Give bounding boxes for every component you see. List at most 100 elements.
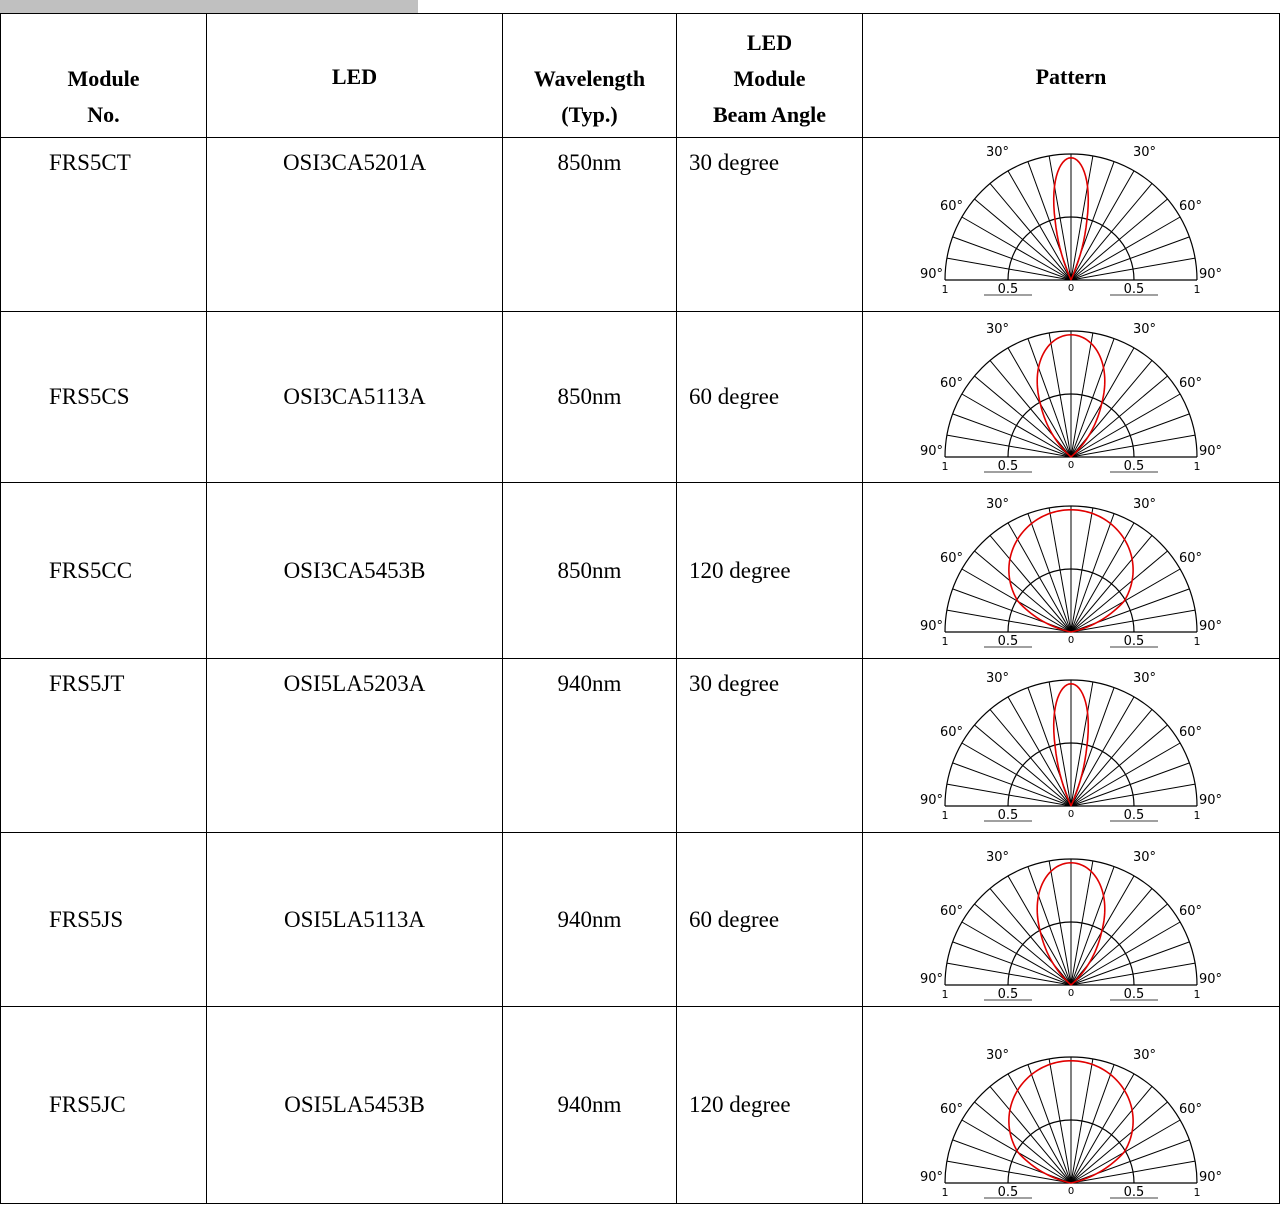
led-cell: OSI3CA5453B: [206, 482, 503, 659]
angle-label-90-left: 90°: [920, 444, 943, 459]
radial-spoke: [1070, 921, 1181, 986]
header-led: LED: [206, 13, 503, 138]
angle-label-30-left: 30°: [986, 1048, 1009, 1063]
radial-spoke: [1070, 522, 1135, 633]
radius-label-0: 0: [1068, 988, 1074, 999]
radius-label-1-left: 1: [942, 283, 949, 296]
radial-spoke: [1070, 198, 1168, 281]
radial-spoke: [989, 1086, 1072, 1184]
radial-spoke: [1048, 860, 1072, 986]
table-row: FRS5JS OSI5LA5113A 940nm 60 degree 30° 30…: [0, 832, 1280, 1007]
header-beam-angle: LED Module Beam Angle: [676, 13, 863, 138]
polar-pattern-diagram: 30° 30°60° 60°90° 90°1 0.5 0 0.5 1: [920, 322, 1222, 474]
wavelength-cell: 850nm: [502, 137, 677, 312]
led-cell: OSI3CA5113A: [206, 311, 503, 483]
angle-label-60-right: 60°: [1179, 725, 1202, 740]
radial-spoke: [989, 183, 1072, 281]
radius-label-0: 0: [1068, 635, 1074, 646]
polar-pattern-diagram: 30° 30°60° 60°90° 90°1 0.5 0 0.5 1: [920, 671, 1222, 823]
beam-angle-cell: 120 degree: [676, 1006, 863, 1204]
radial-spoke: [961, 742, 1072, 807]
radial-spoke: [1070, 236, 1190, 281]
angle-label-30-left: 30°: [986, 145, 1009, 160]
radial-spoke: [1070, 941, 1190, 986]
radius-label-05-left: 0.5: [998, 987, 1019, 1002]
angle-label-60-right: 60°: [1179, 199, 1202, 214]
polar-pattern-diagram: 30° 30°60° 60°90° 90°1 0.5 0 0.5 1: [920, 145, 1222, 297]
angle-label-60-left: 60°: [940, 376, 963, 391]
radial-spoke: [974, 198, 1072, 281]
radial-spoke: [1007, 170, 1072, 281]
angle-label-30-right: 30°: [1133, 850, 1156, 865]
radial-spoke: [946, 257, 1072, 281]
radial-spoke: [974, 724, 1072, 807]
angle-label-30-left: 30°: [986, 497, 1009, 512]
radial-spoke: [961, 921, 1072, 986]
radial-spoke: [1070, 1160, 1196, 1184]
radial-spoke: [946, 609, 1072, 633]
radial-spoke: [1007, 522, 1072, 633]
pattern-cell: 30° 30° 60° 60° 90° 90° 1 0.5 0 0.5 1: [862, 658, 1280, 833]
radial-spoke: [1070, 681, 1094, 807]
radial-spoke: [974, 903, 1072, 986]
radial-spoke: [1070, 783, 1196, 807]
radial-spoke: [989, 709, 1072, 807]
angle-label-90-left: 90°: [920, 619, 943, 634]
radius-label-1-left: 1: [942, 460, 949, 473]
angle-label-90-right: 90°: [1199, 619, 1222, 634]
angle-label-90-left: 90°: [920, 267, 943, 282]
polar-pattern-diagram: 30° 30°60° 60°90° 90°1 0.5 0 0.5 1: [920, 850, 1222, 1002]
radius-label-05-right: 0.5: [1124, 987, 1145, 1002]
radial-spoke: [946, 434, 1072, 458]
radial-spoke: [1027, 866, 1072, 986]
led-cell: OSI5LA5203A: [206, 658, 503, 833]
header-module: Module No.: [0, 13, 207, 138]
header-wavelength: Wavelength (Typ.): [502, 13, 677, 138]
radial-spoke: [1070, 375, 1168, 458]
angle-label-60-left: 60°: [940, 904, 963, 919]
pattern-cell: 30° 30° 60° 60° 90° 90° 1 0.5 0 0.5 1: [862, 482, 1280, 659]
angle-label-60-left: 60°: [940, 199, 963, 214]
polar-pattern-diagram: 30° 30°60° 60°90° 90°1 0.5 0 0.5 1: [920, 1048, 1222, 1200]
radial-spoke: [946, 783, 1072, 807]
radial-spoke: [946, 1160, 1072, 1184]
radial-spoke: [961, 216, 1072, 281]
radiation-pattern-curve: [1036, 861, 1106, 986]
wavelength-cell: 940nm: [502, 1006, 677, 1204]
radial-spoke: [1070, 434, 1196, 458]
radial-spoke: [1070, 1064, 1115, 1184]
radial-spoke: [1070, 709, 1153, 807]
radial-spoke: [952, 941, 1072, 986]
radial-spoke: [974, 1101, 1072, 1184]
radial-spoke: [989, 535, 1072, 633]
radial-spoke: [1070, 332, 1094, 458]
angle-label-90-right: 90°: [1199, 793, 1222, 808]
table-header-row: Module No. LED Wavelength (Typ.) LED Mod…: [0, 13, 1280, 138]
module-cell: FRS5CS: [0, 311, 207, 483]
wavelength-cell: 940nm: [502, 832, 677, 1007]
radial-spoke: [1048, 332, 1072, 458]
angle-label-30-left: 30°: [986, 322, 1009, 337]
table-row: FRS5CT OSI3CA5201A 850nm 30 degree 30° 30…: [0, 137, 1280, 312]
angle-label-90-right: 90°: [1199, 1170, 1222, 1185]
radial-spoke: [1070, 257, 1196, 281]
module-cell: FRS5JT: [0, 658, 207, 833]
radial-spoke: [1048, 1058, 1072, 1184]
radial-spoke: [952, 413, 1072, 458]
radius-label-05-left: 0.5: [998, 459, 1019, 474]
beam-angle-cell: 60 degree: [676, 832, 863, 1007]
radius-label-1-left: 1: [942, 1186, 949, 1199]
angle-label-60-left: 60°: [940, 1102, 963, 1117]
radial-spoke: [1070, 724, 1168, 807]
radial-spoke: [1070, 903, 1168, 986]
radial-spoke: [1070, 170, 1135, 281]
radius-label-1-right: 1: [1194, 1186, 1201, 1199]
pattern-cell: 30° 30° 60° 60° 90° 90° 1 0.5 0 0.5 1: [862, 832, 1280, 1007]
radial-spoke: [952, 762, 1072, 807]
beam-angle-cell: 30 degree: [676, 658, 863, 833]
radius-label-0: 0: [1068, 283, 1074, 294]
table-row: FRS5JC OSI5LA5453B 940nm 120 degree 30° 3…: [0, 1006, 1280, 1204]
radius-label-1-right: 1: [1194, 635, 1201, 648]
angle-label-90-right: 90°: [1199, 444, 1222, 459]
radius-label-1-right: 1: [1194, 460, 1201, 473]
